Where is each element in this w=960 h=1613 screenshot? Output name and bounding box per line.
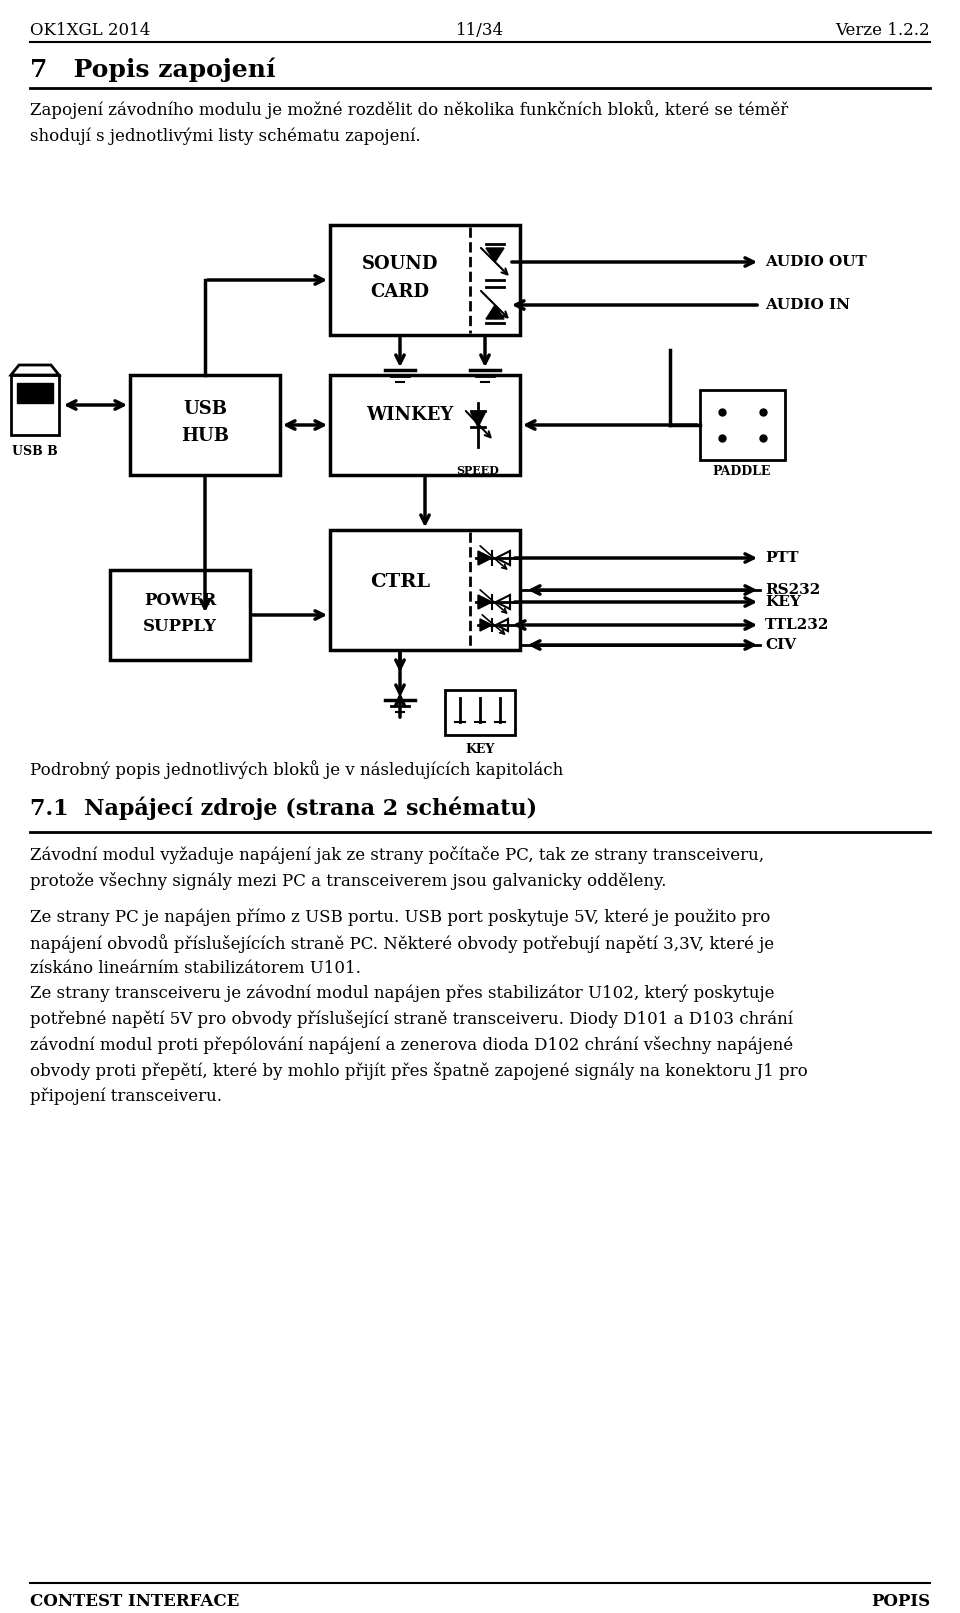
- Text: Ze strany transceiveru je závodní modul napájen přes stabilizátor U102, který po: Ze strany transceiveru je závodní modul …: [30, 986, 807, 1105]
- Polygon shape: [471, 413, 485, 427]
- Text: OK1XGL 2014: OK1XGL 2014: [30, 23, 151, 39]
- Text: 7   Popis zapojení: 7 Popis zapojení: [30, 58, 276, 82]
- Text: Zapojení závodního modulu je možné rozdělit do několika funkčních bloků, které s: Zapojení závodního modulu je možné rozdě…: [30, 100, 788, 145]
- Polygon shape: [486, 248, 504, 261]
- Bar: [130, 374, 280, 474]
- Text: Ze strany PC je napájen přímo z USB portu. USB port poskytuje 5V, které je použi: Ze strany PC je napájen přímo z USB port…: [30, 908, 774, 977]
- Polygon shape: [478, 595, 492, 610]
- Text: RS232: RS232: [765, 582, 820, 597]
- Text: PADDLE: PADDLE: [713, 465, 771, 477]
- Text: Podrobný popis jednotlivých bloků je v následujících kapitolách: Podrobný popis jednotlivých bloků je v n…: [30, 760, 564, 779]
- Text: PTT: PTT: [765, 552, 799, 565]
- Bar: [330, 374, 520, 474]
- Bar: [445, 690, 515, 736]
- Text: KEY: KEY: [466, 744, 494, 756]
- Text: SUPPLY: SUPPLY: [143, 618, 217, 636]
- Bar: [17, 382, 53, 403]
- Text: Verze 1.2.2: Verze 1.2.2: [835, 23, 930, 39]
- Bar: [11, 374, 59, 436]
- Text: AUDIO IN: AUDIO IN: [765, 298, 850, 311]
- Text: AUDIO OUT: AUDIO OUT: [765, 255, 867, 269]
- Text: USB B: USB B: [12, 445, 58, 458]
- Bar: [110, 569, 250, 660]
- Polygon shape: [480, 619, 492, 631]
- Bar: [330, 224, 520, 336]
- Text: HUB: HUB: [181, 427, 229, 445]
- Polygon shape: [486, 305, 504, 319]
- Polygon shape: [478, 552, 492, 565]
- Polygon shape: [11, 365, 59, 374]
- Text: CTRL: CTRL: [370, 573, 430, 590]
- Text: 7.1  Napájecí zdroje (strana 2 schématu): 7.1 Napájecí zdroje (strana 2 schématu): [30, 797, 538, 821]
- Text: Závodní modul vyžaduje napájení jak ze strany počítače PC, tak ze strany transce: Závodní modul vyžaduje napájení jak ze s…: [30, 845, 764, 890]
- Text: CARD: CARD: [371, 282, 429, 302]
- Text: POPIS: POPIS: [871, 1594, 930, 1610]
- Text: POWER: POWER: [144, 592, 216, 610]
- Text: SOUND: SOUND: [362, 255, 439, 273]
- Text: CIV: CIV: [765, 639, 796, 652]
- Text: SPEED: SPEED: [457, 465, 499, 476]
- Text: KEY: KEY: [765, 595, 801, 610]
- Bar: [330, 531, 520, 650]
- Text: USB: USB: [183, 400, 227, 418]
- Text: WINKEY: WINKEY: [367, 406, 454, 424]
- Text: TTL232: TTL232: [765, 618, 829, 632]
- Bar: [700, 390, 785, 460]
- Text: CONTEST INTERFACE: CONTEST INTERFACE: [30, 1594, 239, 1610]
- Text: 11/34: 11/34: [456, 23, 504, 39]
